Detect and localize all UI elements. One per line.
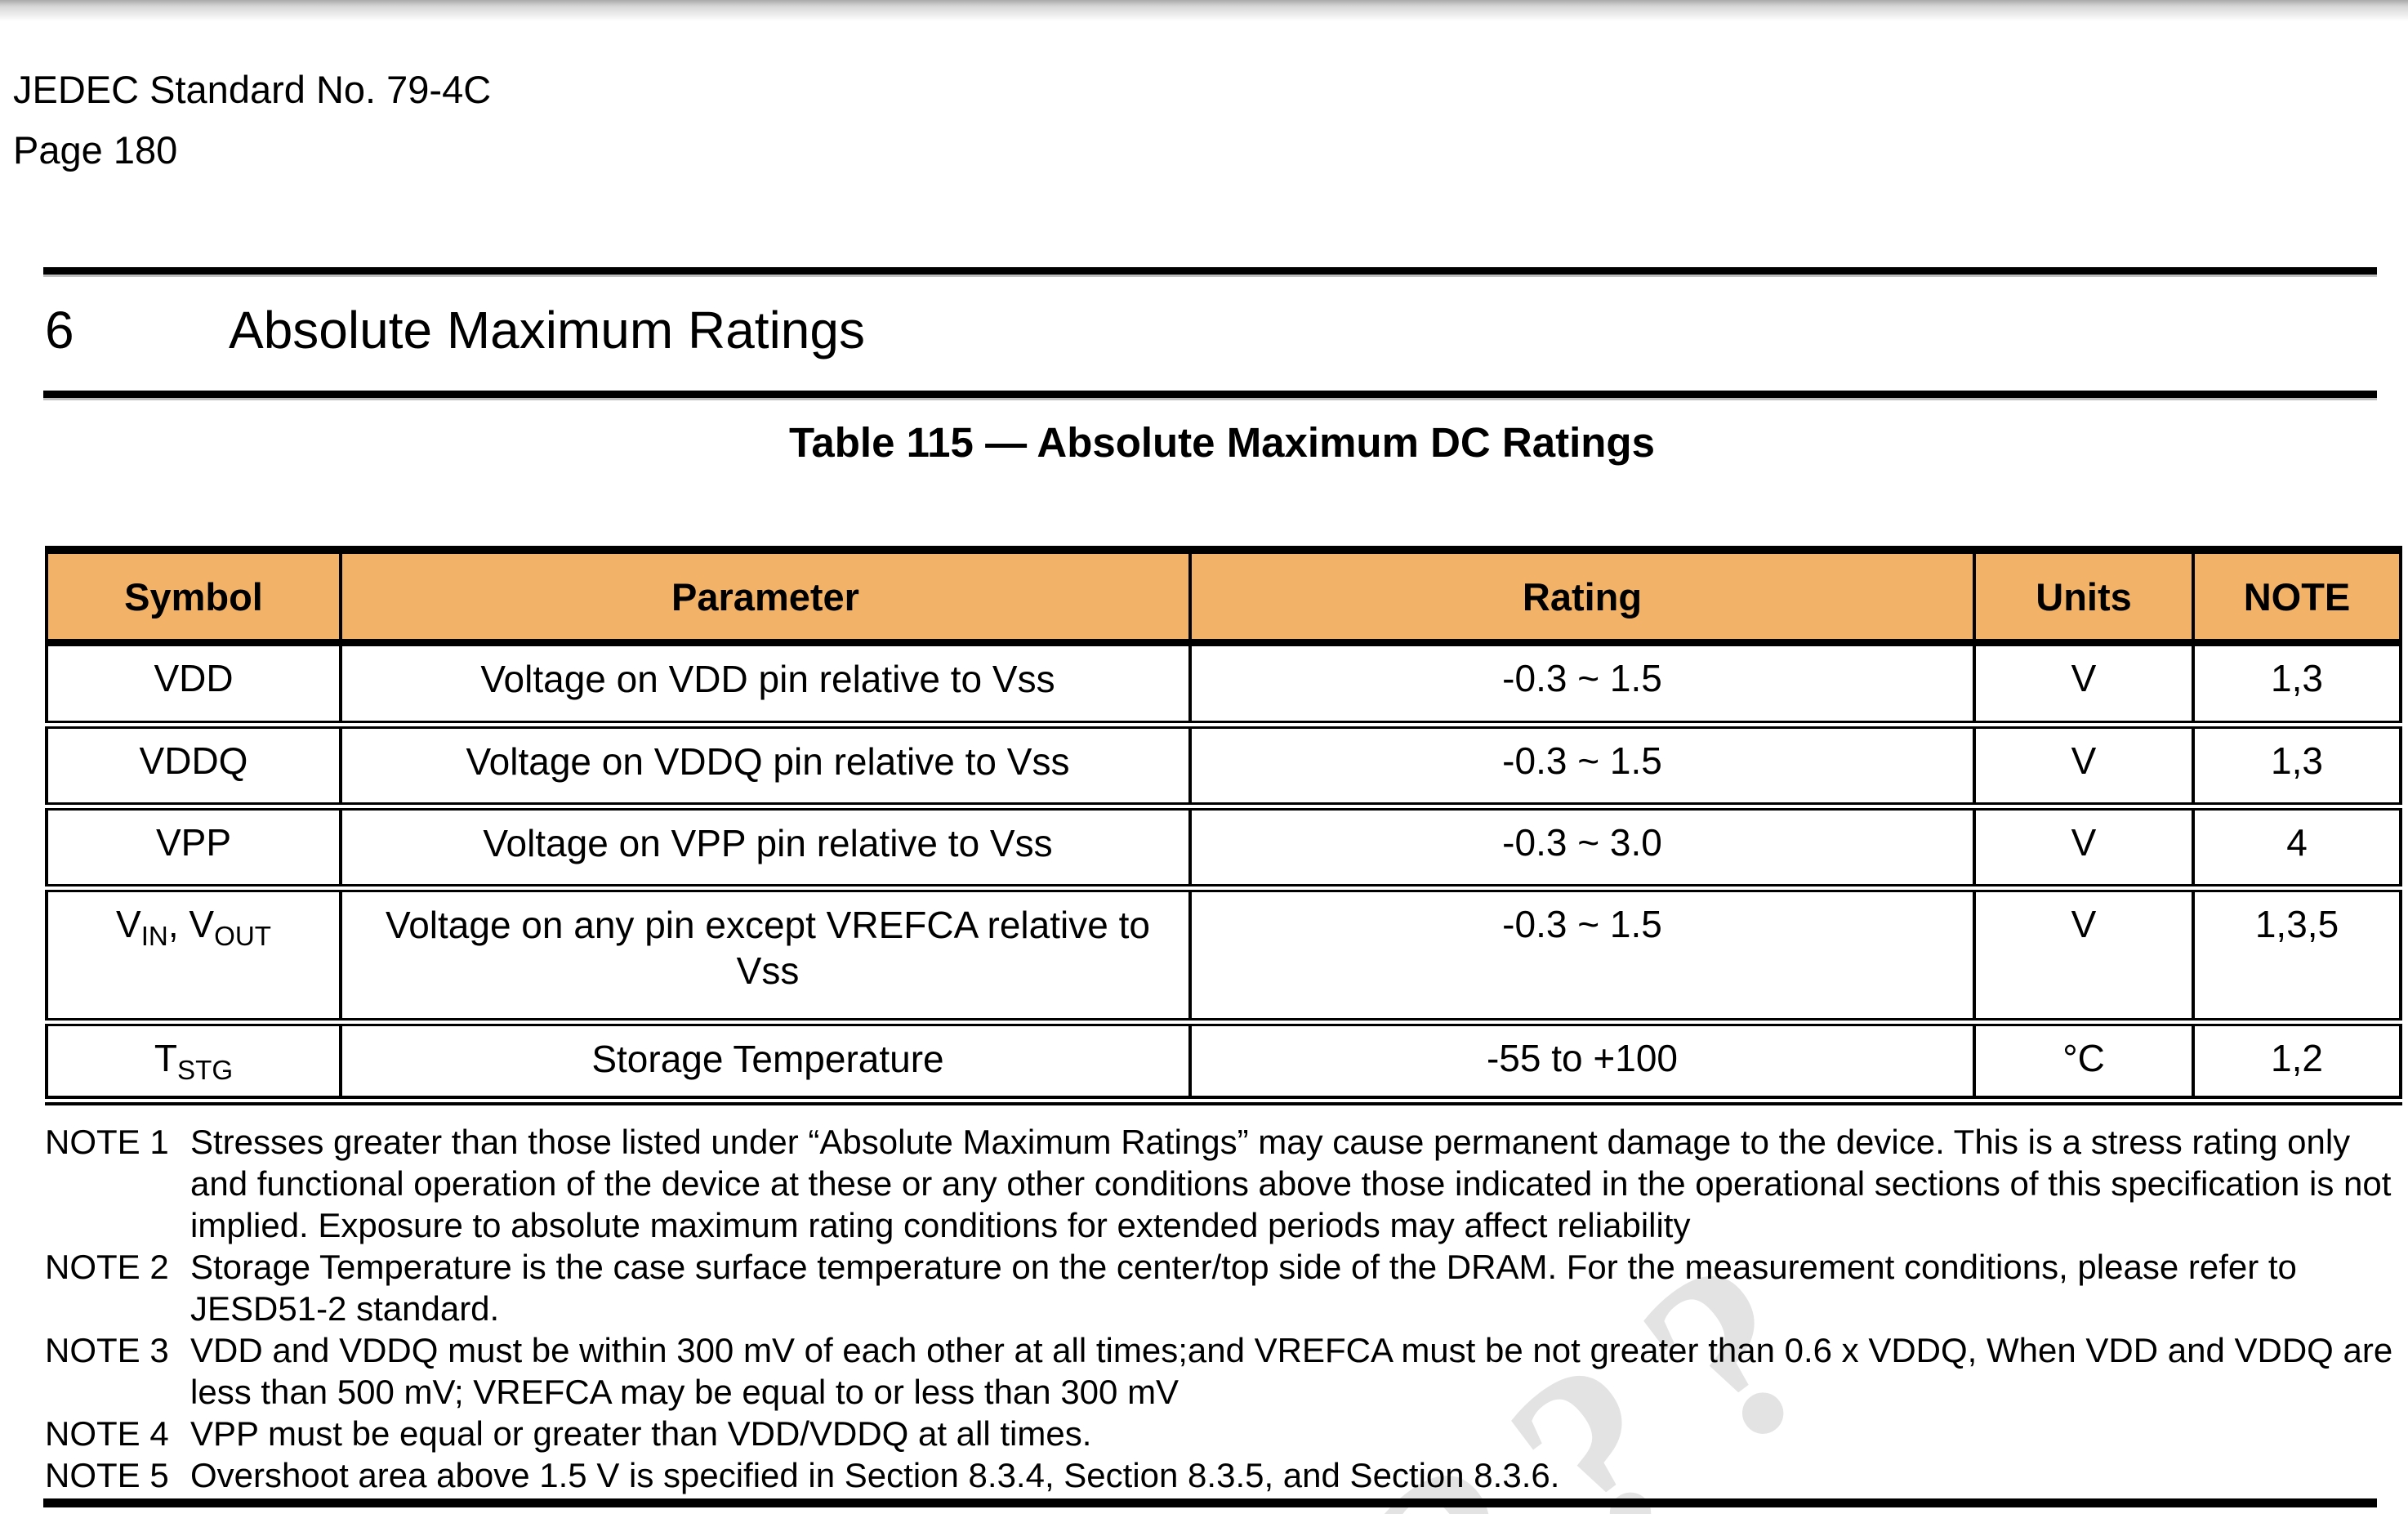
note-item: NOTE 1 Stresses greater than those listed… [45, 1121, 2399, 1246]
cell-rating: -0.3 ~ 1.5 [1188, 883, 1976, 1022]
doc-reference: JEDEC Standard No. 79-4C [13, 68, 492, 111]
table-row: VIN, VOUT Voltage on any pin except VREFC… [45, 883, 2402, 1022]
col-header-symbol: Symbol [45, 550, 342, 646]
notes-section: NOTE 1 Stresses greater than those listed… [45, 1121, 2399, 1496]
note-item: NOTE 3 VDD and VDDQ must be within 300 mV… [45, 1329, 2399, 1413]
col-header-note: NOTE [2192, 550, 2402, 646]
cell-symbol: VPP [45, 802, 342, 888]
section-title: Absolute Maximum Ratings [229, 301, 865, 360]
table-row: TSTG Storage Temperature -55 to +100 °C 1,2 [45, 1017, 2402, 1101]
note-label: NOTE 2 [45, 1248, 169, 1286]
cell-note: 1,3,5 [2192, 883, 2402, 1022]
cell-symbol: VIN, VOUT [45, 883, 342, 1022]
cell-units: V [1973, 802, 2195, 888]
cell-rating: -0.3 ~ 1.5 [1188, 642, 1976, 725]
cell-parameter: Voltage on VDD pin relative to Vss [339, 642, 1192, 725]
note-text: Stresses greater than those listed under… [190, 1123, 2392, 1244]
note-text: VPP must be equal or greater than VDD/VD… [190, 1414, 1092, 1453]
note-label: NOTE 4 [45, 1414, 169, 1453]
note-item: NOTE 5 Overshoot area above 1.5 V is spec… [45, 1454, 2399, 1496]
cell-note: 1,3 [2192, 720, 2402, 806]
cell-note: 1,2 [2192, 1017, 2402, 1101]
col-header-parameter: Parameter [339, 550, 1192, 646]
cell-rating: -0.3 ~ 1.5 [1188, 720, 1976, 806]
note-item: NOTE 2 Storage Temperature is the case su… [45, 1246, 2399, 1329]
note-text: Storage Temperature is the case surface … [190, 1248, 2297, 1328]
note-label: NOTE 1 [45, 1123, 169, 1161]
cell-units: V [1973, 883, 2195, 1022]
table-row: VDDQ Voltage on VDDQ pin relative to Vss -… [45, 720, 2402, 806]
cell-symbol: TSTG [45, 1017, 342, 1101]
note-label: NOTE 3 [45, 1331, 169, 1369]
cell-rating: -55 to +100 [1188, 1017, 1976, 1101]
cell-rating: -0.3 ~ 3.0 [1188, 802, 1976, 888]
cell-units: V [1973, 642, 2195, 725]
cell-note: 4 [2192, 802, 2402, 888]
page-bottom-rule [43, 1498, 2377, 1507]
cell-note: 1,3 [2192, 642, 2402, 725]
cell-parameter: Voltage on VDDQ pin relative to Vss [339, 720, 1192, 806]
col-header-units: Units [1973, 550, 2195, 646]
section-rule-bottom [43, 391, 2377, 398]
note-text: Overshoot area above 1.5 V is specified … [190, 1456, 1560, 1494]
cell-parameter: Voltage on any pin except VREFCA relativ… [339, 883, 1192, 1022]
note-label: NOTE 5 [45, 1456, 169, 1494]
note-text: VDD and VDDQ must be within 300 mV of ea… [190, 1331, 2393, 1411]
section-number: 6 [45, 301, 74, 360]
cell-symbol: VDD [45, 642, 342, 725]
table-caption: Table 115 — Absolute Maximum DC Ratings [789, 419, 1655, 466]
section-rule-top [43, 267, 2377, 275]
table-row: VPP Voltage on VPP pin relative to Vss -0.… [45, 802, 2402, 888]
cell-symbol: VDDQ [45, 720, 342, 806]
page-number: Page 180 [13, 128, 178, 172]
window-top-edge [0, 0, 2408, 21]
ratings-table: Symbol Parameter Rating Units NOTE VDD Vo… [45, 546, 2402, 1105]
col-header-rating: Rating [1188, 550, 1976, 646]
note-item: NOTE 4 VPP must be equal or greater than … [45, 1413, 2399, 1454]
cell-parameter: Voltage on VPP pin relative to Vss [339, 802, 1192, 888]
section-heading: 6 Absolute Maximum Ratings [45, 299, 865, 361]
cell-units: V [1973, 720, 2195, 806]
table-row: VDD Voltage on VDD pin relative to Vss -0.… [45, 642, 2402, 725]
cell-units: °C [1973, 1017, 2195, 1101]
table-header-row: Symbol Parameter Rating Units NOTE [45, 550, 2402, 646]
cell-parameter: Storage Temperature [339, 1017, 1192, 1101]
